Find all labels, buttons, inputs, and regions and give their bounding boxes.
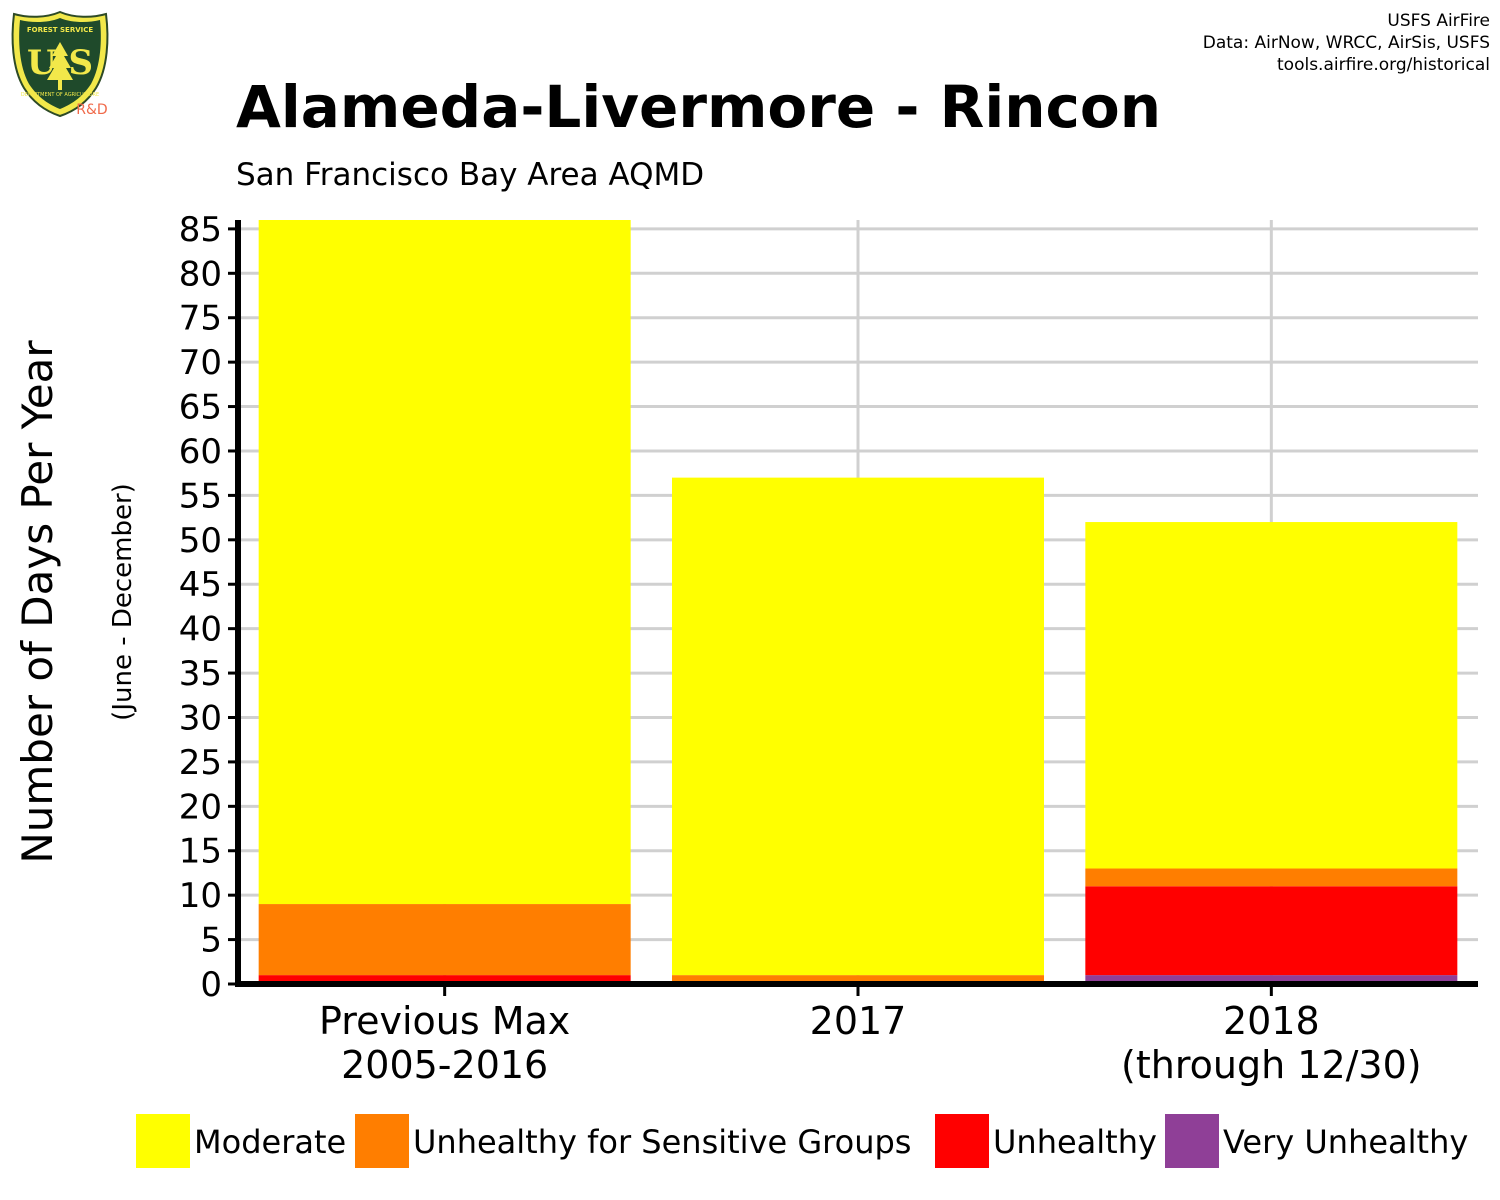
y-tick-label: 65 xyxy=(179,388,222,428)
bar-segment xyxy=(672,975,1044,984)
y-tick-label: 20 xyxy=(179,787,222,827)
y-tick-label: 35 xyxy=(179,654,222,694)
y-tick-label: 80 xyxy=(179,254,222,294)
logo-top-text: FOREST SERVICE xyxy=(27,26,94,34)
credit-line: Data: AirNow, WRCC, AirSis, USFS xyxy=(1202,33,1490,53)
legend-label: Unhealthy xyxy=(993,1123,1157,1161)
y-tick-label: 45 xyxy=(179,565,222,605)
bar-segment xyxy=(1085,868,1458,887)
y-axis-sublabel: (June - December) xyxy=(108,483,138,721)
tree-icon xyxy=(47,42,73,90)
credit-line: USFS AirFire xyxy=(1387,11,1490,31)
y-tick-label: 75 xyxy=(179,299,222,339)
bar-segment xyxy=(1085,886,1458,976)
legend-swatch xyxy=(935,1114,989,1168)
logo-tag: R&D xyxy=(76,102,107,118)
y-tick-label: 15 xyxy=(179,832,222,872)
chart-title: Alameda-Livermore - Rincon xyxy=(236,73,1162,141)
bar-segment xyxy=(258,220,631,905)
y-tick-label: 85 xyxy=(179,210,222,250)
y-tick-label: 60 xyxy=(179,432,222,472)
y-axis-label: Number of Days Per Year xyxy=(13,340,62,864)
forest-service-logo: FOREST SERVICE U S DEPARTMENT OF AGRICUL… xyxy=(11,10,109,118)
y-tick-label: 5 xyxy=(200,921,222,961)
y-tick-label: 30 xyxy=(179,698,222,738)
bar-segment xyxy=(1085,975,1458,984)
bar-segment xyxy=(672,477,1044,976)
y-tick-label: 50 xyxy=(179,521,222,561)
legend-label: Unhealthy for Sensitive Groups xyxy=(413,1123,911,1161)
x-tick-label: 2005-2016 xyxy=(341,1043,548,1087)
chart-subtitle: San Francisco Bay Area AQMD xyxy=(236,157,705,193)
y-tick-label: 70 xyxy=(179,343,222,383)
credits: USFS AirFire Data: AirNow, WRCC, AirSis,… xyxy=(1203,10,1490,76)
legend-label: Moderate xyxy=(194,1123,346,1161)
x-tick-label: 2018 xyxy=(1223,999,1320,1043)
legend-swatch xyxy=(136,1114,190,1168)
y-tick-label: 25 xyxy=(179,743,222,783)
legend-swatch xyxy=(355,1114,409,1168)
y-tick-label: 10 xyxy=(179,876,222,916)
bar-segment xyxy=(1085,522,1458,869)
bar-segment xyxy=(258,904,631,976)
credit-line: tools.airfire.org/historical xyxy=(1277,55,1490,75)
y-tick-label: 55 xyxy=(179,476,222,516)
x-tick-label: 2017 xyxy=(810,999,907,1043)
y-tick-label: 0 xyxy=(200,965,222,1005)
x-tick-label: (through 12/30) xyxy=(1121,1043,1422,1087)
y-tick-label: 40 xyxy=(179,610,222,650)
legend-label: Very Unhealthy xyxy=(1223,1123,1468,1161)
bar-segment xyxy=(258,975,631,984)
logo-bottom-text: DEPARTMENT OF AGRICULTURE xyxy=(21,92,99,98)
legend-swatch xyxy=(1165,1114,1219,1168)
x-tick-label: Previous Max xyxy=(319,999,570,1043)
